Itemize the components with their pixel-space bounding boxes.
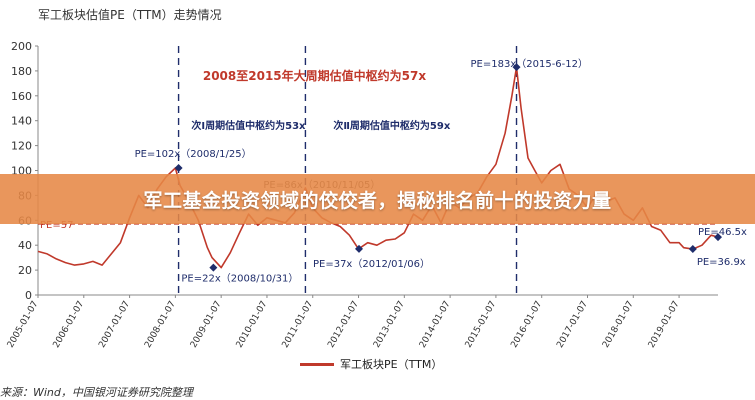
y-tick-label: 20 xyxy=(18,264,32,277)
x-tick-label: 2019-01-07 xyxy=(647,300,682,350)
x-tick-label: 2008-01-07 xyxy=(143,300,178,350)
x-tick-label: 2005-01-07 xyxy=(6,300,41,350)
x-tick-label: 2016-01-07 xyxy=(509,300,544,350)
headline-text: 军工基金投资领域的佼佼者，揭秘排名前十的投资力量 xyxy=(143,189,612,212)
annotations: 2008至2015年大周期估值中枢约为57x 次Ⅰ周期估值中枢约为53x 次Ⅱ周期估… xyxy=(40,58,747,284)
marker-pe-36-9 xyxy=(688,245,697,254)
marker-pe-102 xyxy=(174,164,183,173)
annotation-pe-37: PE=37x（2012/01/06） xyxy=(313,258,430,270)
y-tick-label: 180 xyxy=(11,65,32,78)
x-tick-label: 2017-01-07 xyxy=(555,300,590,350)
series-line-pe-ttm xyxy=(37,66,719,269)
annotation-pe-183: PE=183x（2015-6-12） xyxy=(471,58,589,70)
y-tick-label: 200 xyxy=(11,40,32,53)
y-tick-label: 140 xyxy=(11,115,32,128)
plot-area xyxy=(37,66,719,269)
annotation-cycle-1: 次Ⅰ周期估值中枢约为53x xyxy=(191,119,306,132)
x-tick-label: 2007-01-07 xyxy=(97,300,132,350)
x-tick-label: 2009-01-07 xyxy=(189,300,224,350)
headline-banner: 军工基金投资领域的佼佼者，揭秘排名前十的投资力量 xyxy=(0,174,755,224)
marker-pe-46-5 xyxy=(714,233,722,242)
y-tick-label: 40 xyxy=(18,239,32,252)
marker-pe-22 xyxy=(209,263,218,272)
legend-swatch xyxy=(300,362,334,366)
annotation-pe-22: PE=22x（2008/10/31） xyxy=(181,273,298,285)
legend: 军工板块PE（TTM） xyxy=(300,356,442,372)
annotation-big-cycle: 2008至2015年大周期估值中枢约为57x xyxy=(203,68,426,83)
y-tick-label: 0 xyxy=(25,289,32,302)
annotation-pe-102: PE=102x（2008/1/25） xyxy=(135,148,252,160)
y-tick-label: 160 xyxy=(11,90,32,103)
x-tick-label: 2018-01-07 xyxy=(601,300,636,350)
annotation-cycle-2: 次Ⅱ周期估值中枢约为59x xyxy=(333,119,451,132)
x-tick-label: 2013-01-07 xyxy=(372,300,407,350)
y-tick-label: 120 xyxy=(11,140,32,153)
source-note: 来源：Wind，中国银河证券研究院整理 xyxy=(0,386,193,399)
x-tick-label: 2011-01-07 xyxy=(281,300,316,350)
annotation-pe-57: PE=57 xyxy=(40,220,73,231)
x-tick-label: 2012-01-07 xyxy=(326,300,361,350)
x-tick-label: 2010-01-07 xyxy=(235,300,270,350)
annotation-pe-46-5: PE=46.5x xyxy=(698,227,747,238)
x-tick-label: 2015-01-07 xyxy=(464,300,499,350)
marker-pe-37 xyxy=(354,244,363,253)
marker-pe-183 xyxy=(512,63,521,72)
x-tick-label: 2006-01-07 xyxy=(52,300,87,350)
chart-title: 军工板块估值PE（TTM）走势情况 xyxy=(38,8,222,22)
x-tick-label: 2014-01-07 xyxy=(418,300,453,350)
reference-lines xyxy=(38,46,718,295)
legend-label: 军工板块PE（TTM） xyxy=(340,358,443,371)
annotation-pe-36-9: PE=36.9x xyxy=(697,257,746,268)
